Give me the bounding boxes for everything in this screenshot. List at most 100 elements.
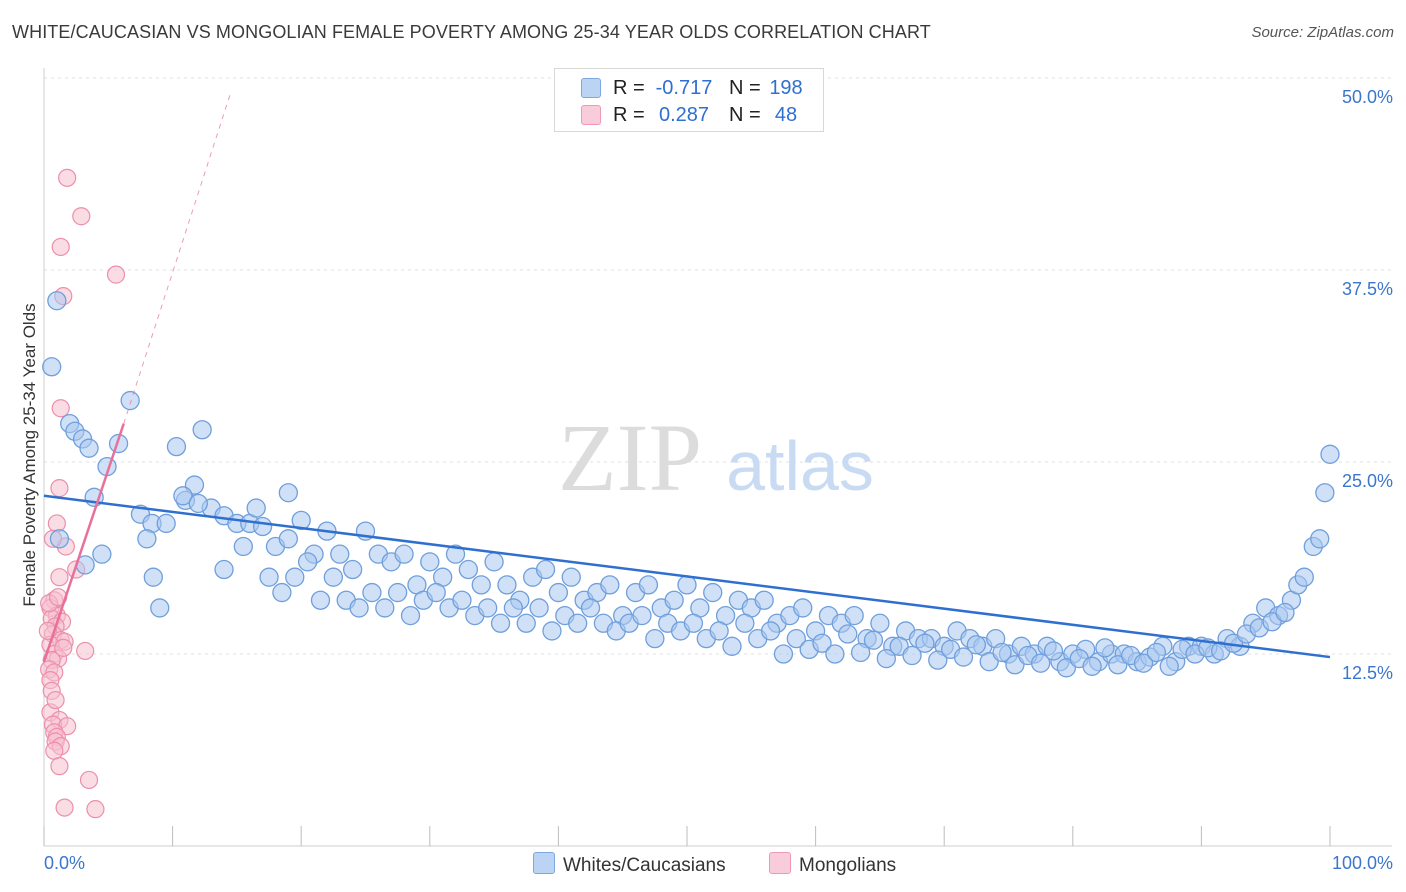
white-point xyxy=(1082,656,1102,676)
white-point xyxy=(600,575,620,595)
white-point xyxy=(870,613,890,633)
white-point xyxy=(542,621,562,641)
r-value: -0.717 xyxy=(655,77,713,99)
white-point xyxy=(902,645,922,666)
white-point xyxy=(120,390,140,411)
mongolian-point xyxy=(54,638,73,657)
x-tick-label: 100.0% xyxy=(1332,853,1393,873)
trend-lines xyxy=(42,93,1331,663)
white-point xyxy=(362,582,382,603)
tick-labels: 12.5% 25.0% 37.5% 50.0% 0.0% 100.0% xyxy=(44,87,1393,873)
mongolian-point xyxy=(55,798,74,817)
white-point xyxy=(838,624,858,644)
n-label: N = xyxy=(729,77,761,99)
white-point xyxy=(844,605,864,626)
whites-legend-swatch xyxy=(533,852,555,874)
white-point xyxy=(246,498,266,518)
white-point xyxy=(786,628,806,649)
white-point xyxy=(1146,642,1167,663)
axes xyxy=(43,68,1392,847)
whites-legend-label: Whites/Caucasians xyxy=(563,855,726,876)
white-point xyxy=(580,598,601,618)
mongolian-point xyxy=(46,690,65,710)
white-point xyxy=(452,590,472,610)
white-point xyxy=(192,420,212,440)
mongolian-point xyxy=(76,641,95,661)
white-point xyxy=(966,635,986,655)
white-point xyxy=(150,598,170,618)
white-point xyxy=(291,510,311,531)
white-point xyxy=(703,582,723,603)
white-point xyxy=(793,598,813,618)
mongolian-point xyxy=(72,207,91,226)
legend-item-whites[interactable]: Whites/Caucasians xyxy=(533,852,726,877)
white-point xyxy=(863,630,884,650)
white-point xyxy=(137,529,157,549)
watermark: ZIP atlas xyxy=(558,404,874,511)
white-point xyxy=(1320,444,1340,464)
legend-row-mongolians: R = 0.287 N = 48 xyxy=(555,101,823,127)
white-point xyxy=(278,483,298,503)
white-point xyxy=(259,567,279,587)
white-point xyxy=(1133,653,1154,673)
white-point xyxy=(876,648,896,669)
r-label: R = xyxy=(613,104,645,126)
white-point xyxy=(497,575,517,595)
white-point xyxy=(825,644,845,664)
white-point xyxy=(1294,567,1314,587)
white-point xyxy=(1095,638,1115,658)
white-point xyxy=(484,552,504,572)
white-point xyxy=(568,613,588,633)
legend-item-mongolians[interactable]: Mongolians xyxy=(769,852,896,877)
white-point xyxy=(664,590,684,610)
n-value: 198 xyxy=(769,77,803,99)
white-point xyxy=(272,582,292,603)
source-label[interactable]: Source: ZipAtlas.com xyxy=(1251,24,1394,41)
white-point xyxy=(233,536,253,557)
white-point xyxy=(49,529,70,549)
white-point xyxy=(173,486,193,506)
white-point xyxy=(108,433,129,454)
white-point xyxy=(156,513,176,534)
white-point xyxy=(503,598,524,618)
white-point xyxy=(166,436,187,457)
white-point xyxy=(214,559,234,580)
r-value: 0.287 xyxy=(658,104,710,126)
white-point xyxy=(754,590,774,610)
white-point xyxy=(471,575,491,595)
white-point xyxy=(709,621,729,641)
white-point xyxy=(375,598,395,618)
mongolian-point xyxy=(79,770,99,790)
mongolians-trend-line xyxy=(42,423,125,663)
mongolian-point xyxy=(50,757,69,776)
x-tick-label: 0.0% xyxy=(44,853,85,873)
correlation-legend: R = -0.717 N = 198 R = 0.287 N = 48 xyxy=(554,68,824,132)
white-point xyxy=(323,567,344,587)
white-point xyxy=(638,575,659,595)
white-point xyxy=(394,544,414,564)
white-point xyxy=(683,613,704,633)
white-point xyxy=(992,642,1012,663)
white-point xyxy=(722,636,742,656)
mongolian-point xyxy=(86,800,105,819)
whites-swatch xyxy=(581,78,601,98)
mongolian-point xyxy=(50,568,69,587)
white-point xyxy=(773,644,794,664)
mongolians-legend-swatch xyxy=(769,852,791,874)
mongolian-point xyxy=(47,514,66,533)
white-point xyxy=(529,598,549,618)
whites-points xyxy=(42,291,1340,678)
mongolians-legend-label: Mongolians xyxy=(799,855,897,876)
white-point xyxy=(42,357,62,377)
white-point xyxy=(478,598,498,618)
white-point xyxy=(252,516,273,537)
white-point xyxy=(47,291,67,311)
white-point xyxy=(458,559,479,580)
white-point xyxy=(79,438,99,458)
n-value: 48 xyxy=(774,104,798,126)
mongolian-point xyxy=(51,399,70,418)
white-point xyxy=(645,628,665,649)
white-point xyxy=(915,633,935,653)
white-point xyxy=(1043,641,1064,661)
